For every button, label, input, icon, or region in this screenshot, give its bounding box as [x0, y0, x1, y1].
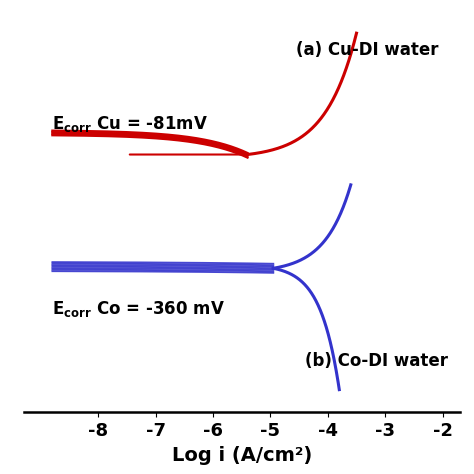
X-axis label: Log i (A/cm²): Log i (A/cm²) — [172, 446, 312, 465]
Text: (a) Cu-DI water: (a) Cu-DI water — [296, 41, 439, 59]
Text: $\mathbf{E_{corr}}$ Co = -360 mV: $\mathbf{E_{corr}}$ Co = -360 mV — [53, 299, 225, 319]
Text: (b) Co-DI water: (b) Co-DI water — [305, 352, 448, 370]
Text: $\mathbf{E_{corr}}$ Cu = -81mV: $\mathbf{E_{corr}}$ Cu = -81mV — [53, 114, 208, 134]
